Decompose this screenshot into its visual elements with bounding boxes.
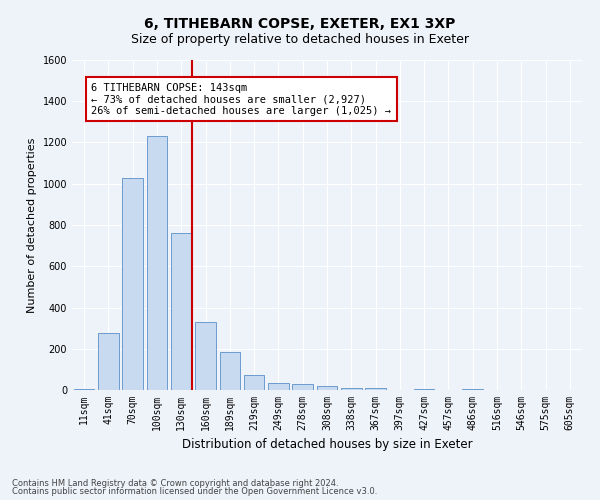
Text: 6, TITHEBARN COPSE, EXETER, EX1 3XP: 6, TITHEBARN COPSE, EXETER, EX1 3XP: [145, 18, 455, 32]
Bar: [74, 389, 94, 390]
Bar: [98, 334, 119, 390]
Bar: [414, 389, 434, 390]
Bar: [317, 386, 337, 390]
Bar: [292, 384, 313, 390]
X-axis label: Distribution of detached houses by size in Exeter: Distribution of detached houses by size …: [182, 438, 472, 452]
Bar: [463, 389, 483, 390]
Bar: [171, 233, 191, 390]
Text: 6 TITHEBARN COPSE: 143sqm
← 73% of detached houses are smaller (2,927)
26% of se: 6 TITHEBARN COPSE: 143sqm ← 73% of detac…: [91, 82, 391, 116]
Text: Size of property relative to detached houses in Exeter: Size of property relative to detached ho…: [131, 32, 469, 46]
Y-axis label: Number of detached properties: Number of detached properties: [27, 138, 37, 312]
Bar: [146, 136, 167, 390]
Bar: [244, 374, 265, 390]
Bar: [220, 352, 240, 390]
Bar: [122, 178, 143, 390]
Bar: [195, 322, 216, 390]
Text: Contains public sector information licensed under the Open Government Licence v3: Contains public sector information licen…: [12, 487, 377, 496]
Bar: [268, 383, 289, 390]
Bar: [365, 388, 386, 390]
Text: Contains HM Land Registry data © Crown copyright and database right 2024.: Contains HM Land Registry data © Crown c…: [12, 478, 338, 488]
Bar: [341, 388, 362, 390]
